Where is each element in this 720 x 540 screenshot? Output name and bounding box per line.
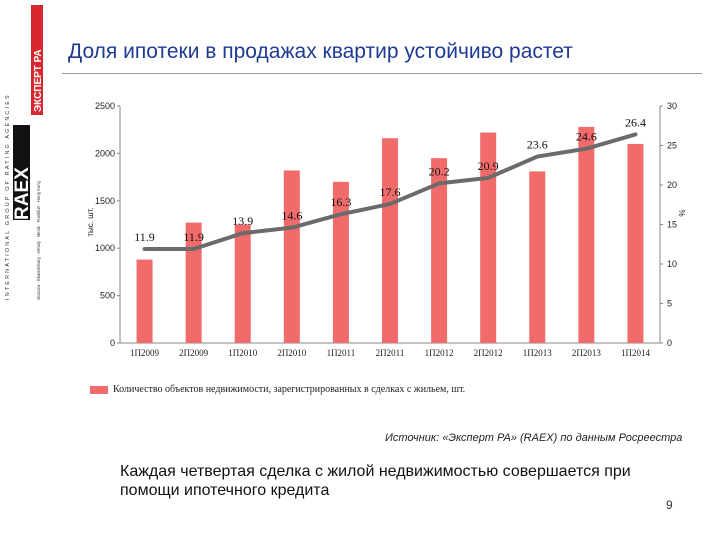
data-label: 20.2	[429, 164, 450, 178]
bar	[627, 143, 644, 343]
data-label: 16.3	[330, 195, 351, 209]
x-tick-label: 2П2010	[277, 348, 306, 358]
mortgage-share-line	[142, 132, 638, 251]
y-left-tick-label: 2000	[95, 148, 115, 158]
source-note: Источник: «Эксперт РА» (RAEX) по данным …	[385, 432, 683, 444]
page-title: Доля ипотеки в продажах квартир устойчив…	[68, 40, 573, 63]
x-tick-label: 1П2010	[228, 348, 257, 358]
page-number: 9	[666, 498, 673, 512]
bar	[332, 181, 349, 343]
slide-subtitle: Каждая четвертая сделка с жилой недвижим…	[120, 463, 631, 499]
data-label: 20.9	[478, 159, 499, 173]
bar	[136, 259, 153, 343]
logo-side-text: INTERNATIONAL GROUP OF RATING AGENCIES	[5, 93, 11, 300]
y-left-tick-label: 0	[110, 338, 115, 348]
x-tick-label: 1П2014	[621, 348, 650, 358]
y-right-tick-label: 0	[667, 338, 672, 348]
y-left-tick-label: 500	[100, 291, 115, 301]
x-tick-label: 1П2013	[523, 348, 552, 358]
y-axis-left-label: тыс. шт.	[86, 207, 95, 236]
legend-swatch	[90, 385, 108, 394]
y-left-tick-label: 1000	[95, 243, 115, 253]
bar	[529, 171, 546, 343]
x-tick-label: 1П2011	[327, 348, 356, 358]
bar	[431, 158, 448, 343]
logo-cities: Moscow · Ekaterinburg · Almaty · Minsk ·…	[36, 180, 41, 300]
data-label: 17.6	[380, 185, 401, 199]
y-right-tick-label: 5	[667, 299, 672, 309]
y-right-tick-label: 10	[667, 259, 677, 269]
y-left-tick-label: 1500	[95, 196, 115, 206]
x-tick-label: 2П2012	[474, 348, 503, 358]
data-label: 13.9	[232, 214, 253, 228]
x-tick-label: 2П2013	[572, 348, 601, 358]
logo-brand: RAEX	[12, 167, 33, 220]
bar	[578, 126, 595, 343]
data-label: 11.9	[183, 230, 204, 244]
data-label: 26.4	[625, 115, 646, 129]
y-left-tick-label: 2500	[95, 101, 115, 111]
bar	[382, 138, 398, 343]
x-tick-label: 2П2011	[376, 348, 405, 358]
data-label: 11.9	[134, 230, 155, 244]
raex-logo: INTERNATIONAL GROUP OF RATING AGENCIES R…	[5, 5, 44, 300]
mortgage-share-chart: 0 500 1000 1500 2000 2500 0 5 10 15 20 25 30 1П2009 2П…	[86, 101, 687, 358]
bar	[185, 222, 202, 343]
x-tick-label: 2П2009	[179, 348, 208, 358]
title-divider	[62, 73, 702, 74]
y-right-tick-label: 30	[667, 101, 677, 111]
bar	[480, 132, 497, 343]
data-label: 24.6	[576, 130, 597, 144]
data-label: 14.6	[281, 209, 302, 223]
x-tick-label: 1П2009	[130, 348, 159, 358]
legend-label: Количество объектов недвижимости, зареги…	[113, 384, 466, 395]
chart-legend: Количество объектов недвижимости, зареги…	[90, 384, 465, 395]
bar	[234, 224, 251, 343]
y-axis-right-label: %	[678, 209, 687, 216]
y-right-tick-label: 25	[667, 141, 677, 151]
y-right-tick-label: 20	[667, 180, 677, 190]
x-tick-label: 1П2012	[425, 348, 454, 358]
data-label: 23.6	[527, 138, 548, 152]
y-right-tick-label: 15	[667, 220, 677, 230]
bar	[283, 170, 300, 343]
logo-brand-ru: ЭКСПЕРТ РА	[33, 49, 44, 112]
